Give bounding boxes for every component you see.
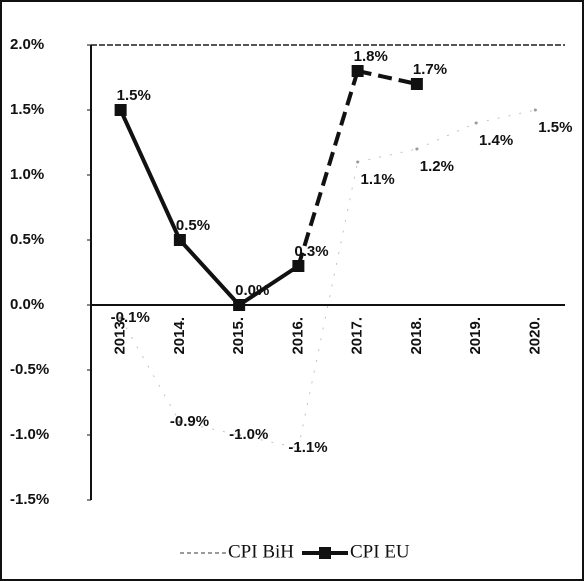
- point-marker: [533, 108, 537, 112]
- point-marker: [173, 234, 186, 246]
- x-tick-label: 2017.: [349, 317, 366, 355]
- x-tick-label: 2016.: [289, 317, 306, 355]
- x-tick-label: 2014.: [171, 317, 188, 355]
- y-tick-label: 1.5%: [10, 101, 44, 118]
- line-segment: [120, 317, 181, 423]
- data-label: -1.1%: [288, 439, 327, 456]
- x-tick-label: 2013.: [112, 317, 129, 355]
- data-label: 1.5%: [538, 119, 572, 136]
- point-marker: [296, 446, 300, 450]
- line-segment: [238, 264, 300, 307]
- data-label: 1.4%: [479, 132, 513, 149]
- point-marker: [178, 420, 182, 424]
- y-tick-label: 2.0%: [10, 36, 44, 53]
- point-marker: [292, 260, 305, 272]
- y-tick-label: 1.0%: [10, 166, 44, 183]
- legend-marker: [319, 547, 331, 559]
- y-tick-label: 0.5%: [10, 231, 44, 248]
- x-tick-label: 2020.: [526, 317, 543, 355]
- point-marker: [114, 104, 127, 116]
- line-segment: [296, 70, 360, 267]
- line-segment: [118, 109, 182, 241]
- point-marker: [356, 160, 360, 164]
- data-label: -0.9%: [170, 413, 209, 430]
- data-label: -0.1%: [111, 309, 150, 326]
- line-segment: [357, 69, 418, 86]
- data-label: 0.5%: [176, 217, 210, 234]
- x-tick-label: 2019.: [467, 317, 484, 355]
- x-tick-label: 2015.: [230, 317, 247, 355]
- line-segment: [297, 161, 359, 449]
- data-label: 0.0%: [235, 282, 269, 299]
- point-marker: [410, 78, 423, 90]
- data-label: -1.0%: [229, 426, 268, 443]
- y-tick-label: -1.0%: [10, 426, 49, 443]
- data-label: 0.3%: [294, 243, 328, 260]
- y-tick-label: 0.0%: [10, 296, 44, 313]
- point-marker: [233, 299, 246, 311]
- data-label: 1.8%: [354, 48, 388, 65]
- data-label: 1.5%: [117, 87, 151, 104]
- point-marker: [119, 316, 123, 320]
- y-tick-label: -1.5%: [10, 491, 49, 508]
- point-marker: [474, 121, 478, 125]
- data-label: 1.1%: [361, 171, 395, 188]
- y-tick-label: -0.5%: [10, 361, 49, 378]
- line-segment: [178, 238, 241, 307]
- point-marker: [237, 433, 241, 437]
- point-marker: [415, 147, 419, 151]
- point-marker: [351, 65, 364, 77]
- legend-label: CPI BiH: [228, 541, 294, 562]
- legend-label: CPI EU: [350, 541, 410, 562]
- x-tick-label: 2018.: [408, 317, 425, 355]
- data-label: 1.7%: [413, 61, 447, 78]
- data-label: 1.2%: [420, 158, 454, 175]
